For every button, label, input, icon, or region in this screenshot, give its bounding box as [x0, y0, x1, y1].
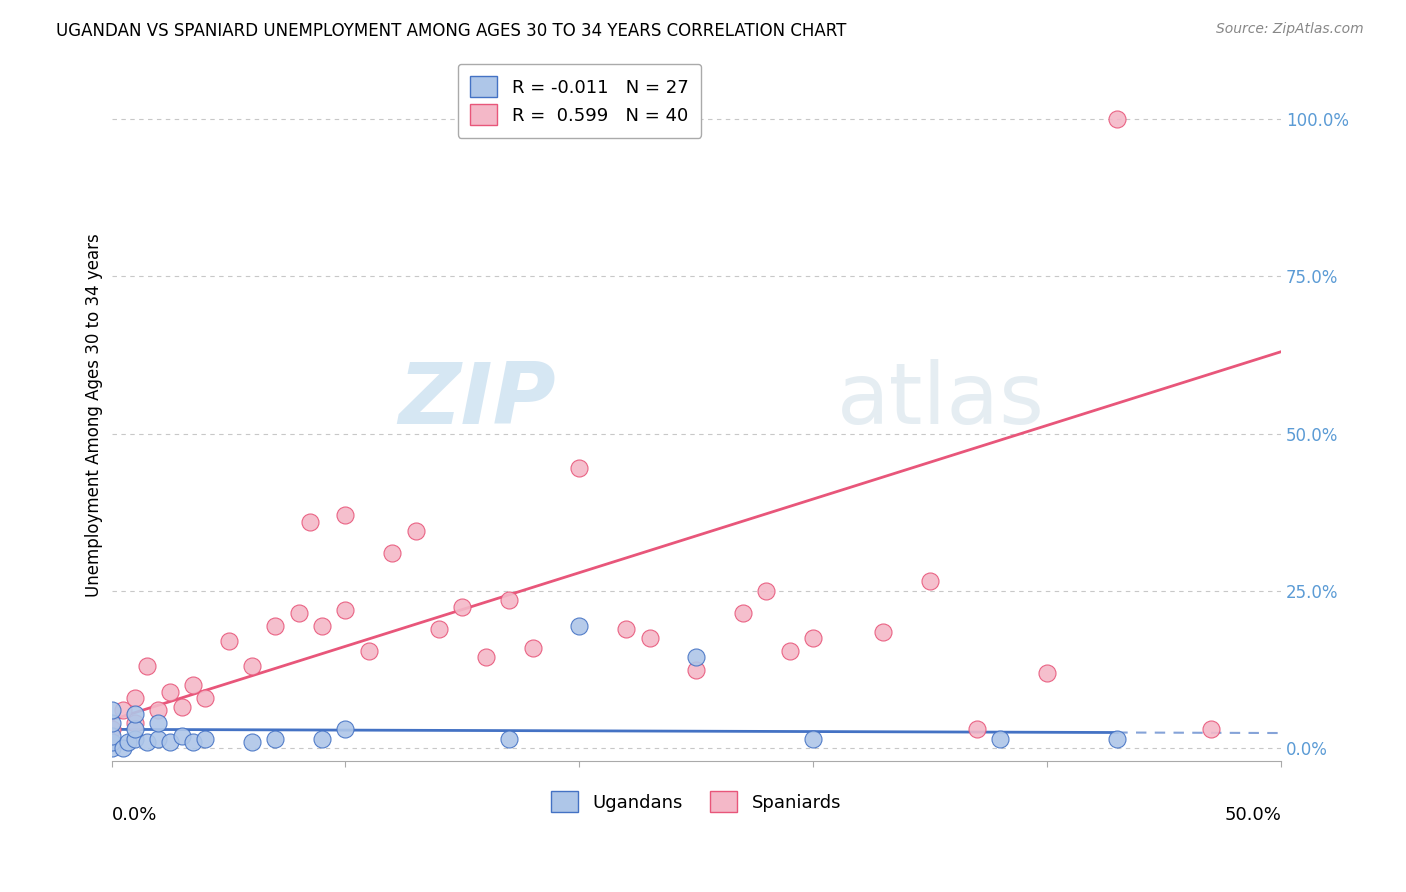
Point — [568, 461, 591, 475]
Point — [1199, 723, 1222, 737]
Point — [335, 723, 357, 737]
Point — [124, 716, 146, 731]
Point — [685, 663, 707, 677]
Text: UGANDAN VS SPANIARD UNEMPLOYMENT AMONG AGES 30 TO 34 YEARS CORRELATION CHART: UGANDAN VS SPANIARD UNEMPLOYMENT AMONG A… — [56, 22, 846, 40]
Point — [801, 731, 824, 746]
Point — [966, 723, 988, 737]
Point — [614, 622, 637, 636]
Point — [475, 650, 498, 665]
Point — [117, 735, 139, 749]
Point — [124, 723, 146, 737]
Point — [194, 731, 217, 746]
Point — [685, 650, 707, 665]
Point — [100, 729, 122, 743]
Point — [381, 546, 404, 560]
Point — [148, 731, 170, 746]
Point — [872, 624, 894, 639]
Point — [920, 574, 942, 589]
Point — [335, 508, 357, 523]
Point — [148, 716, 170, 731]
Point — [124, 690, 146, 705]
Text: Source: ZipAtlas.com: Source: ZipAtlas.com — [1216, 22, 1364, 37]
Point — [194, 690, 217, 705]
Point — [124, 731, 146, 746]
Point — [135, 659, 157, 673]
Point — [287, 606, 309, 620]
Point — [568, 618, 591, 632]
Point — [135, 735, 157, 749]
Point — [498, 593, 520, 607]
Point — [264, 731, 287, 746]
Point — [240, 735, 263, 749]
Point — [124, 706, 146, 721]
Point — [264, 618, 287, 632]
Point — [801, 631, 824, 645]
Point — [427, 622, 450, 636]
Point — [311, 618, 333, 632]
Point — [988, 731, 1011, 746]
Point — [183, 678, 205, 692]
Point — [311, 731, 333, 746]
Point — [170, 729, 193, 743]
Point — [731, 606, 754, 620]
Point — [405, 524, 427, 538]
Point — [159, 735, 181, 749]
Point — [183, 735, 205, 749]
Point — [112, 741, 135, 756]
Text: ZIP: ZIP — [398, 359, 555, 442]
Point — [522, 640, 544, 655]
Point — [451, 599, 474, 614]
Point — [638, 631, 661, 645]
Legend: Ugandans, Spaniards: Ugandans, Spaniards — [543, 782, 851, 821]
Point — [755, 583, 778, 598]
Point — [779, 643, 801, 657]
Point — [148, 704, 170, 718]
Point — [1107, 112, 1129, 126]
Point — [1107, 731, 1129, 746]
Point — [357, 643, 380, 657]
Point — [299, 515, 322, 529]
Text: 0.0%: 0.0% — [111, 805, 157, 824]
Point — [100, 716, 122, 731]
Point — [100, 704, 122, 718]
Point — [218, 634, 240, 648]
Text: 50.0%: 50.0% — [1225, 805, 1281, 824]
Point — [112, 704, 135, 718]
Point — [100, 741, 122, 756]
Text: atlas: atlas — [837, 359, 1045, 442]
Point — [240, 659, 263, 673]
Point — [159, 684, 181, 698]
Point — [335, 603, 357, 617]
Point — [100, 735, 122, 749]
Point — [1036, 665, 1059, 680]
Y-axis label: Unemployment Among Ages 30 to 34 years: Unemployment Among Ages 30 to 34 years — [86, 233, 103, 597]
Point — [498, 731, 520, 746]
Point — [100, 723, 122, 737]
Point — [170, 700, 193, 714]
